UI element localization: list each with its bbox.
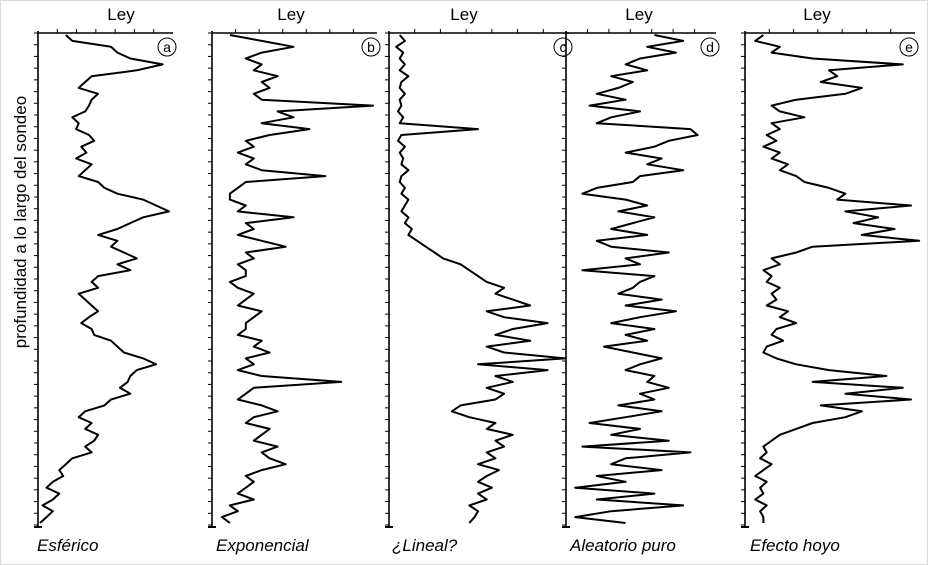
panel-letter-c: c [560,39,567,55]
series-line-a [39,34,170,524]
panel-badge-a [157,37,177,57]
panel-badge-e [899,37,919,57]
caption-a: Esférico [37,536,99,555]
series-line-c [395,34,566,524]
y-axis-label: profundidad a lo largo del sondeo [11,95,30,349]
panel-letter-b: b [367,39,375,55]
x-axis-label-a: Ley [107,5,135,24]
caption-c: ¿Lineal? [392,536,458,555]
x-axis-label-d: Ley [625,5,653,24]
panel-letter-a: a [163,39,171,55]
caption-b: Exponencial [216,536,309,555]
series-line-d [574,34,699,524]
x-axis-label-b: Ley [277,5,305,24]
panel-badge-b [361,37,381,57]
panel-letter-d: d [706,39,714,55]
caption-e: Efecto hoyo [750,536,840,555]
x-axis-label-c: Ley [450,5,478,24]
panel-letter-e: e [905,39,913,55]
x-axis-label-e: Ley [803,5,831,24]
caption-d: Aleatorio puro [570,536,676,555]
series-line-e [754,34,921,523]
panel-badge-d [700,37,720,57]
series-line-b [220,34,374,524]
